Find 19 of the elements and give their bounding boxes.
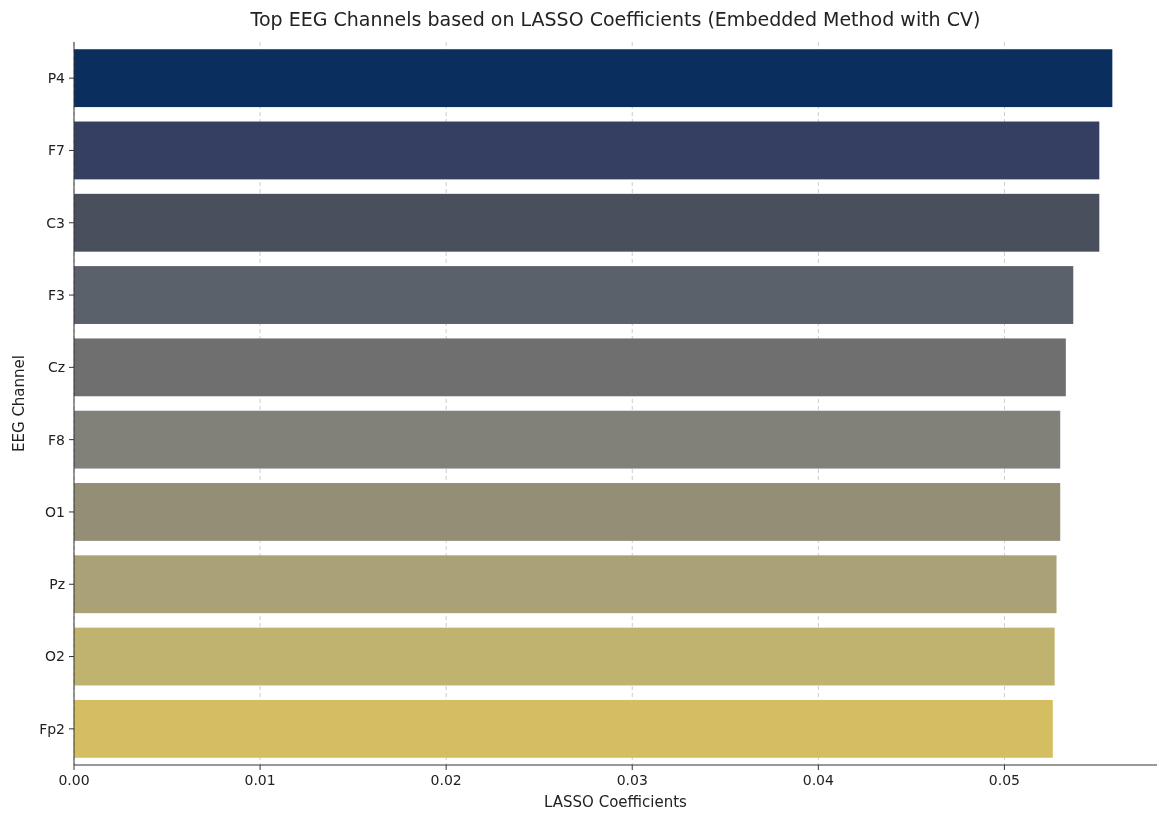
x-tick-label: 0.01	[244, 772, 276, 788]
x-tick-label: 0.05	[988, 772, 1020, 788]
y-tick-label: F3	[48, 286, 65, 303]
y-tick-label: O2	[45, 648, 65, 665]
x-tick-label: 0.00	[58, 772, 90, 788]
chart-title: Top EEG Channels based on LASSO Coefficients (Embedded Method with CV)	[249, 8, 981, 30]
y-tick-label: Cz	[47, 359, 65, 376]
y-axis-title: EEG Channel	[10, 355, 28, 452]
x-tick-label: 0.02	[430, 772, 462, 788]
y-tick-label: Pz	[49, 576, 65, 593]
x-axis-title: LASSO Coefficients	[544, 793, 688, 811]
y-tick-label: Fp2	[39, 720, 65, 737]
y-tick-label: C3	[46, 214, 65, 231]
x-tick-label: 0.04	[802, 772, 835, 788]
y-tick-label: F8	[48, 431, 65, 448]
y-tick-label: O1	[45, 503, 65, 520]
x-tick-label: 0.03	[616, 772, 648, 788]
y-tick-label: P4	[47, 70, 66, 87]
y-tick-label: F7	[48, 142, 65, 159]
